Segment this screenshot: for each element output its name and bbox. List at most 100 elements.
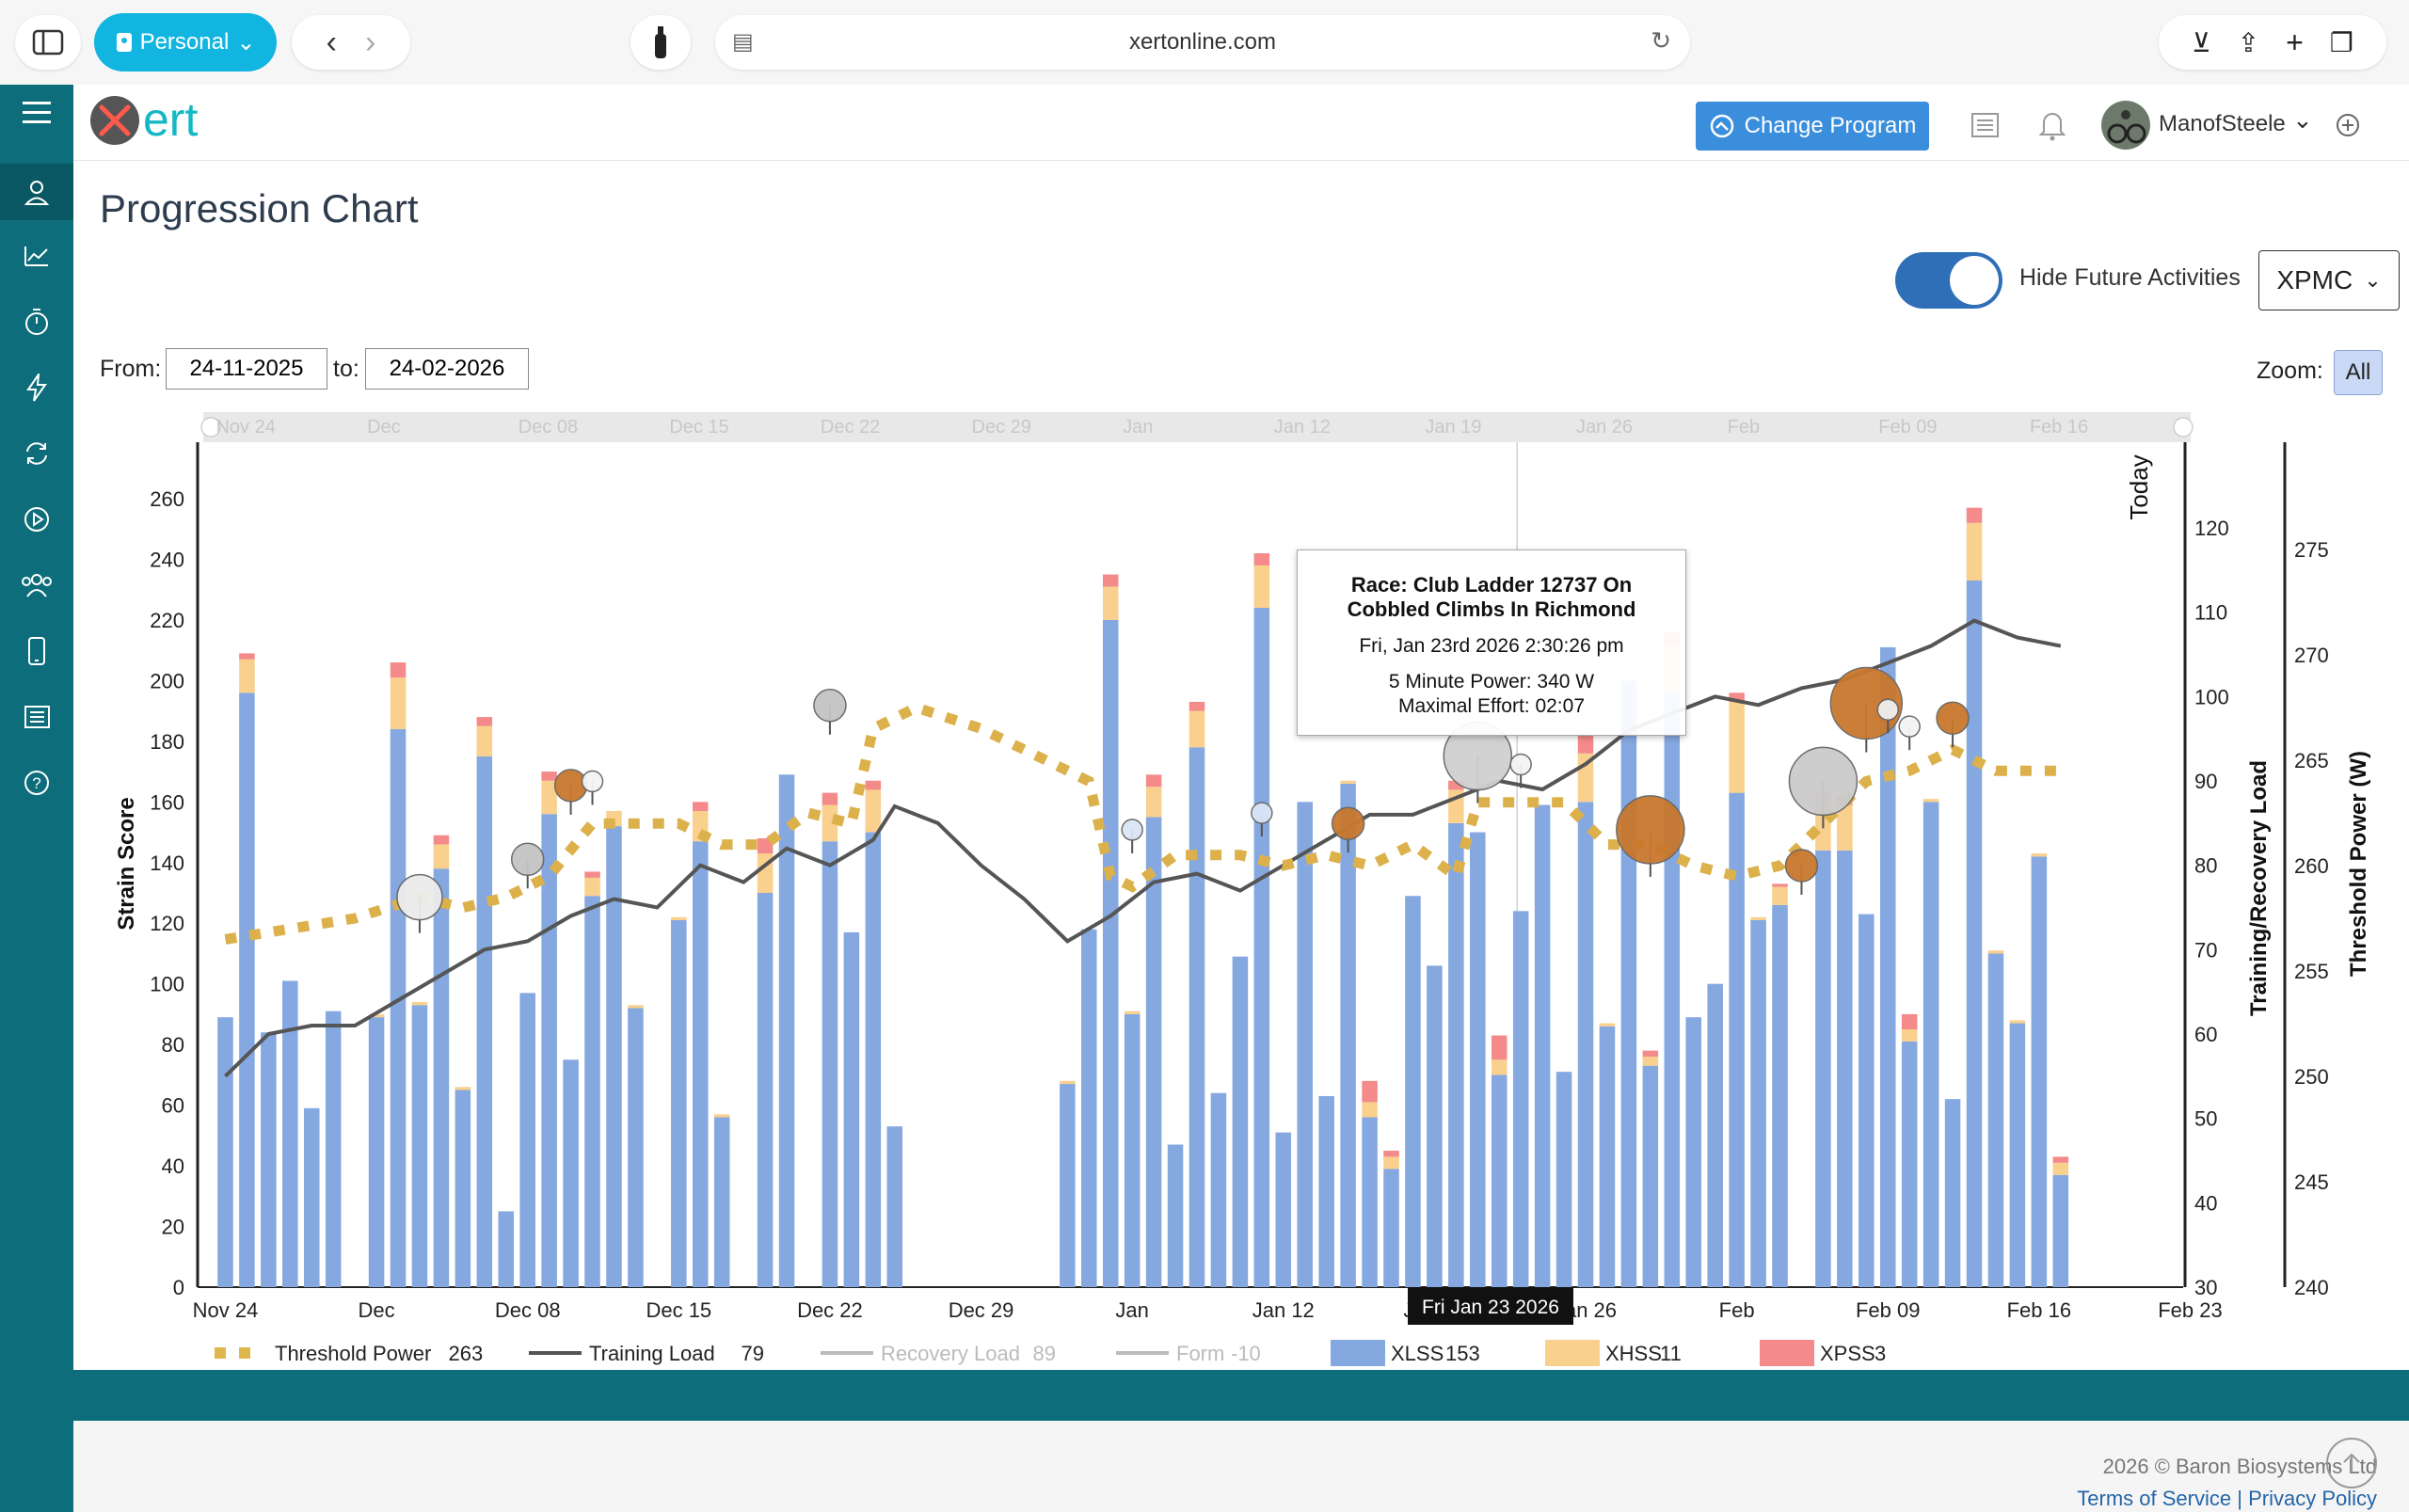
bar-xhss	[368, 1013, 385, 1018]
bar-xhss	[390, 677, 407, 729]
metric-select[interactable]: XPMC ⌄	[2258, 250, 2400, 310]
bar-xlss	[1427, 965, 1443, 1287]
extension-button[interactable]	[630, 15, 691, 70]
bar-xlss	[1879, 646, 1896, 1287]
bar-xlss	[1081, 929, 1097, 1287]
stopwatch-icon	[25, 309, 48, 335]
bar-xlss	[1253, 608, 1270, 1287]
y-left-tick-label: 40	[162, 1154, 184, 1178]
sidebar-item-charts[interactable]	[0, 228, 73, 284]
y-left-tick-label: 240	[150, 548, 184, 571]
reload-icon[interactable]: ↻	[1651, 26, 1671, 55]
bar-xlss	[1145, 817, 1162, 1287]
navigator-tick-label: Dec 22	[821, 417, 880, 438]
metric-select-value: XPMC	[2276, 265, 2353, 294]
user-menu-chevron-icon[interactable]: ⌄	[2292, 105, 2313, 134]
legend-value: 11	[1660, 1342, 1682, 1365]
bar-xlss	[217, 1017, 233, 1287]
navigator-handle-right	[2173, 417, 2194, 438]
add-circle-icon[interactable]	[2334, 111, 2362, 139]
bar-xlss	[563, 1059, 579, 1287]
bar-xhss	[1491, 1059, 1508, 1075]
play-circle-icon	[24, 507, 49, 532]
bar-xhss	[2052, 1162, 2069, 1175]
terms-link[interactable]: Terms of Service	[2077, 1487, 2232, 1510]
change-program-button[interactable]: Change Program	[1696, 102, 1929, 151]
sidebar-item-sync[interactable]	[0, 425, 73, 482]
bar-xhss	[433, 844, 450, 869]
sidebar-item-help[interactable]: ?	[0, 755, 73, 811]
forward-arrow-icon[interactable]: ›	[365, 24, 376, 60]
sidebar-item-news[interactable]	[0, 689, 73, 745]
y-right-load-tick-label: 50	[2194, 1107, 2217, 1131]
bottle-icon	[655, 26, 666, 58]
bar-xlss	[1944, 1099, 1961, 1287]
back-arrow-icon[interactable]: ‹	[326, 24, 337, 60]
bar-xlss	[1275, 1132, 1292, 1287]
news-icon[interactable]	[1970, 111, 2001, 139]
footer-separator: |	[2237, 1487, 2242, 1510]
bar-xpss	[1966, 507, 1983, 523]
progression-chart[interactable]: Nov 24 Dec Dec 08 Dec 15 Dec 22 Dec 29 Jan Jan …	[94, 405, 2400, 1370]
to-date-input[interactable]	[365, 348, 529, 390]
profile-switcher[interactable]: Personal ⌄	[94, 13, 277, 72]
bar-xlss	[1102, 619, 1119, 1287]
bar-xlss	[1642, 1065, 1659, 1287]
activity-marker	[553, 769, 588, 803]
bar-xlss	[1599, 1026, 1616, 1287]
address-bar[interactable]: ▤ xertonline.com ↻	[715, 15, 1690, 70]
new-tab-icon[interactable]: +	[2286, 24, 2304, 59]
share-icon[interactable]: ⇪	[2237, 27, 2260, 57]
bar-xlss	[628, 1008, 644, 1287]
legend-value: -10	[1231, 1342, 1261, 1365]
zoom-all-button[interactable]: All	[2334, 350, 2383, 395]
username[interactable]: ManofSteele	[2159, 111, 2286, 136]
sidebar-item-community[interactable]	[0, 557, 73, 613]
bar-xhss	[1102, 586, 1119, 620]
tabs-overview-icon[interactable]: ❐	[2329, 27, 2353, 57]
bar-xlss	[1772, 904, 1788, 1287]
page-title: Progression Chart	[100, 186, 419, 231]
bar-xpss	[757, 837, 774, 854]
bar-xlss	[455, 1090, 471, 1287]
bar-xlss	[1297, 802, 1313, 1287]
sidebar-item-power[interactable]	[0, 359, 73, 416]
scroll-to-top-button[interactable]	[2326, 1438, 2377, 1488]
tooltip-maximal-effort: Maximal Effort: 02:07	[1397, 695, 1586, 717]
sidebar-item-timer[interactable]	[0, 294, 73, 350]
avatar[interactable]	[2100, 100, 2151, 151]
bar-xlss	[1729, 792, 1745, 1287]
legend-value: 263	[449, 1342, 484, 1365]
bar-xhss	[1750, 916, 1766, 921]
reader-icon[interactable]: ▤	[732, 29, 754, 55]
sidebar-item-profile[interactable]	[0, 164, 73, 220]
bar-xlss	[1383, 1169, 1399, 1287]
activity-tooltip: Race: Club Ladder 12737 On Cobbled Climb…	[1297, 549, 1686, 736]
sidebar-item-play[interactable]	[0, 491, 73, 548]
navigator-strip	[203, 412, 2191, 442]
y-right-load-tick-label: 120	[2194, 517, 2229, 540]
url-text: xertonline.com	[1128, 29, 1277, 55]
navigator-tick-label: Jan	[1123, 417, 1153, 438]
navigator-tick-label: Dec	[367, 417, 401, 438]
bar-xhss	[865, 789, 882, 833]
download-icon[interactable]: ⊻	[2192, 27, 2211, 57]
y-right-power-tick-label: 255	[2294, 960, 2329, 983]
privacy-link[interactable]: Privacy Policy	[2248, 1487, 2377, 1510]
bar-xlss	[1859, 914, 1875, 1287]
from-date-input[interactable]	[166, 348, 327, 390]
footer	[73, 1421, 2409, 1512]
bell-icon[interactable]	[2038, 109, 2066, 141]
change-program-label: Change Program	[1744, 113, 1917, 138]
sidebar-toggle-button[interactable]	[15, 15, 81, 70]
bar-xhss	[1642, 1057, 1659, 1066]
bar-xpss	[1448, 780, 1464, 790]
sidebar-item-mobile[interactable]	[0, 623, 73, 679]
bar-xlss	[1232, 956, 1249, 1287]
bar-xhss	[541, 780, 557, 815]
menu-icon[interactable]	[0, 85, 73, 141]
y-right-load-tick-label: 100	[2194, 685, 2229, 708]
bar-xhss	[628, 1005, 644, 1009]
activity-marker	[1509, 753, 1532, 776]
x-tick-label: Dec 15	[646, 1298, 711, 1322]
